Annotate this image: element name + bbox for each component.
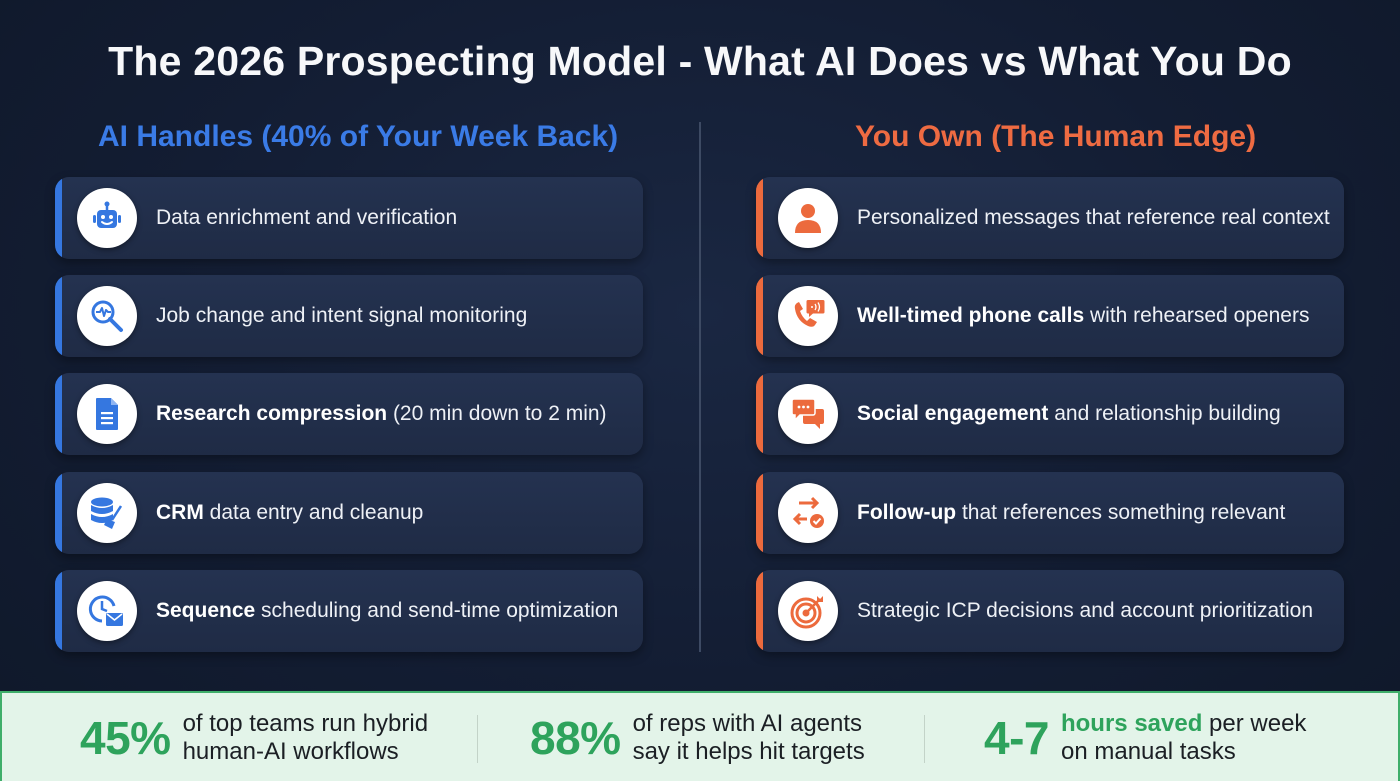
stat-ai-agents: 88% of reps with AI agents say it helps … (530, 693, 865, 781)
clock-mail-icon (77, 581, 137, 641)
robot-icon (77, 188, 137, 248)
stat-hours-saved: 4-7 hours saved per week on manual tasks (984, 693, 1306, 781)
stat-value: 88% (530, 712, 621, 764)
card-text: Research compression (20 min down to 2 m… (156, 402, 607, 425)
card-text: Data enrichment and verification (156, 206, 458, 229)
ai-task-card: Job change and intent signal monitoring (55, 275, 643, 357)
human-task-card: Strategic ICP decisions and account prio… (756, 570, 1344, 652)
you-own-heading: You Own (The Human Edge) (855, 120, 1257, 153)
column-divider (699, 122, 701, 652)
human-task-card: Well-timed phone calls with rehearsed op… (756, 275, 1344, 357)
card-text: Well-timed phone calls with rehearsed op… (857, 304, 1310, 327)
ai-task-card: Sequence scheduling and send-time optimi… (55, 570, 643, 652)
stat-divider (924, 715, 925, 763)
stat-description: of reps with AI agents say it helps hit … (632, 710, 865, 765)
card-text: CRM data entry and cleanup (156, 501, 424, 524)
ai-task-card: Data enrichment and verification (55, 177, 643, 259)
human-task-card: Social engagement and relationship build… (756, 373, 1344, 455)
arrows-check-icon (778, 483, 838, 543)
ai-task-card: CRM data entry and cleanup (55, 472, 643, 554)
card-text: Follow-up that references something rele… (857, 501, 1286, 524)
stat-description: of top teams run hybrid human-AI workflo… (182, 710, 429, 765)
card-text: Strategic ICP decisions and account prio… (857, 599, 1314, 622)
stat-description: hours saved per week on manual tasks (1060, 710, 1307, 765)
card-text: Sequence scheduling and send-time optimi… (156, 599, 619, 622)
card-text: Social engagement and relationship build… (857, 402, 1281, 425)
stat-divider (477, 715, 478, 763)
person-icon (778, 188, 838, 248)
ai-task-card: Research compression (20 min down to 2 m… (55, 373, 643, 455)
stats-bar: 45% of top teams run hybrid human-AI wor… (0, 691, 1400, 781)
document-icon (77, 384, 137, 444)
chat-bubbles-icon (778, 384, 838, 444)
magnifier-pulse-icon (77, 286, 137, 346)
ai-handles-heading: AI Handles (40% of Your Week Back) (98, 120, 619, 153)
database-broom-icon (77, 483, 137, 543)
card-text: Personalized messages that reference rea… (857, 206, 1330, 229)
stat-value: 45% (80, 712, 171, 764)
stat-hybrid-workflows: 45% of top teams run hybrid human-AI wor… (80, 693, 428, 781)
stat-value: 4-7 (984, 712, 1049, 764)
target-icon (778, 581, 838, 641)
page-title: The 2026 Prospecting Model - What AI Doe… (108, 38, 1292, 84)
human-task-card: Personalized messages that reference rea… (756, 177, 1344, 259)
human-task-card: Follow-up that references something rele… (756, 472, 1344, 554)
card-text: Job change and intent signal monitoring (156, 304, 528, 327)
phone-call-icon (778, 286, 838, 346)
